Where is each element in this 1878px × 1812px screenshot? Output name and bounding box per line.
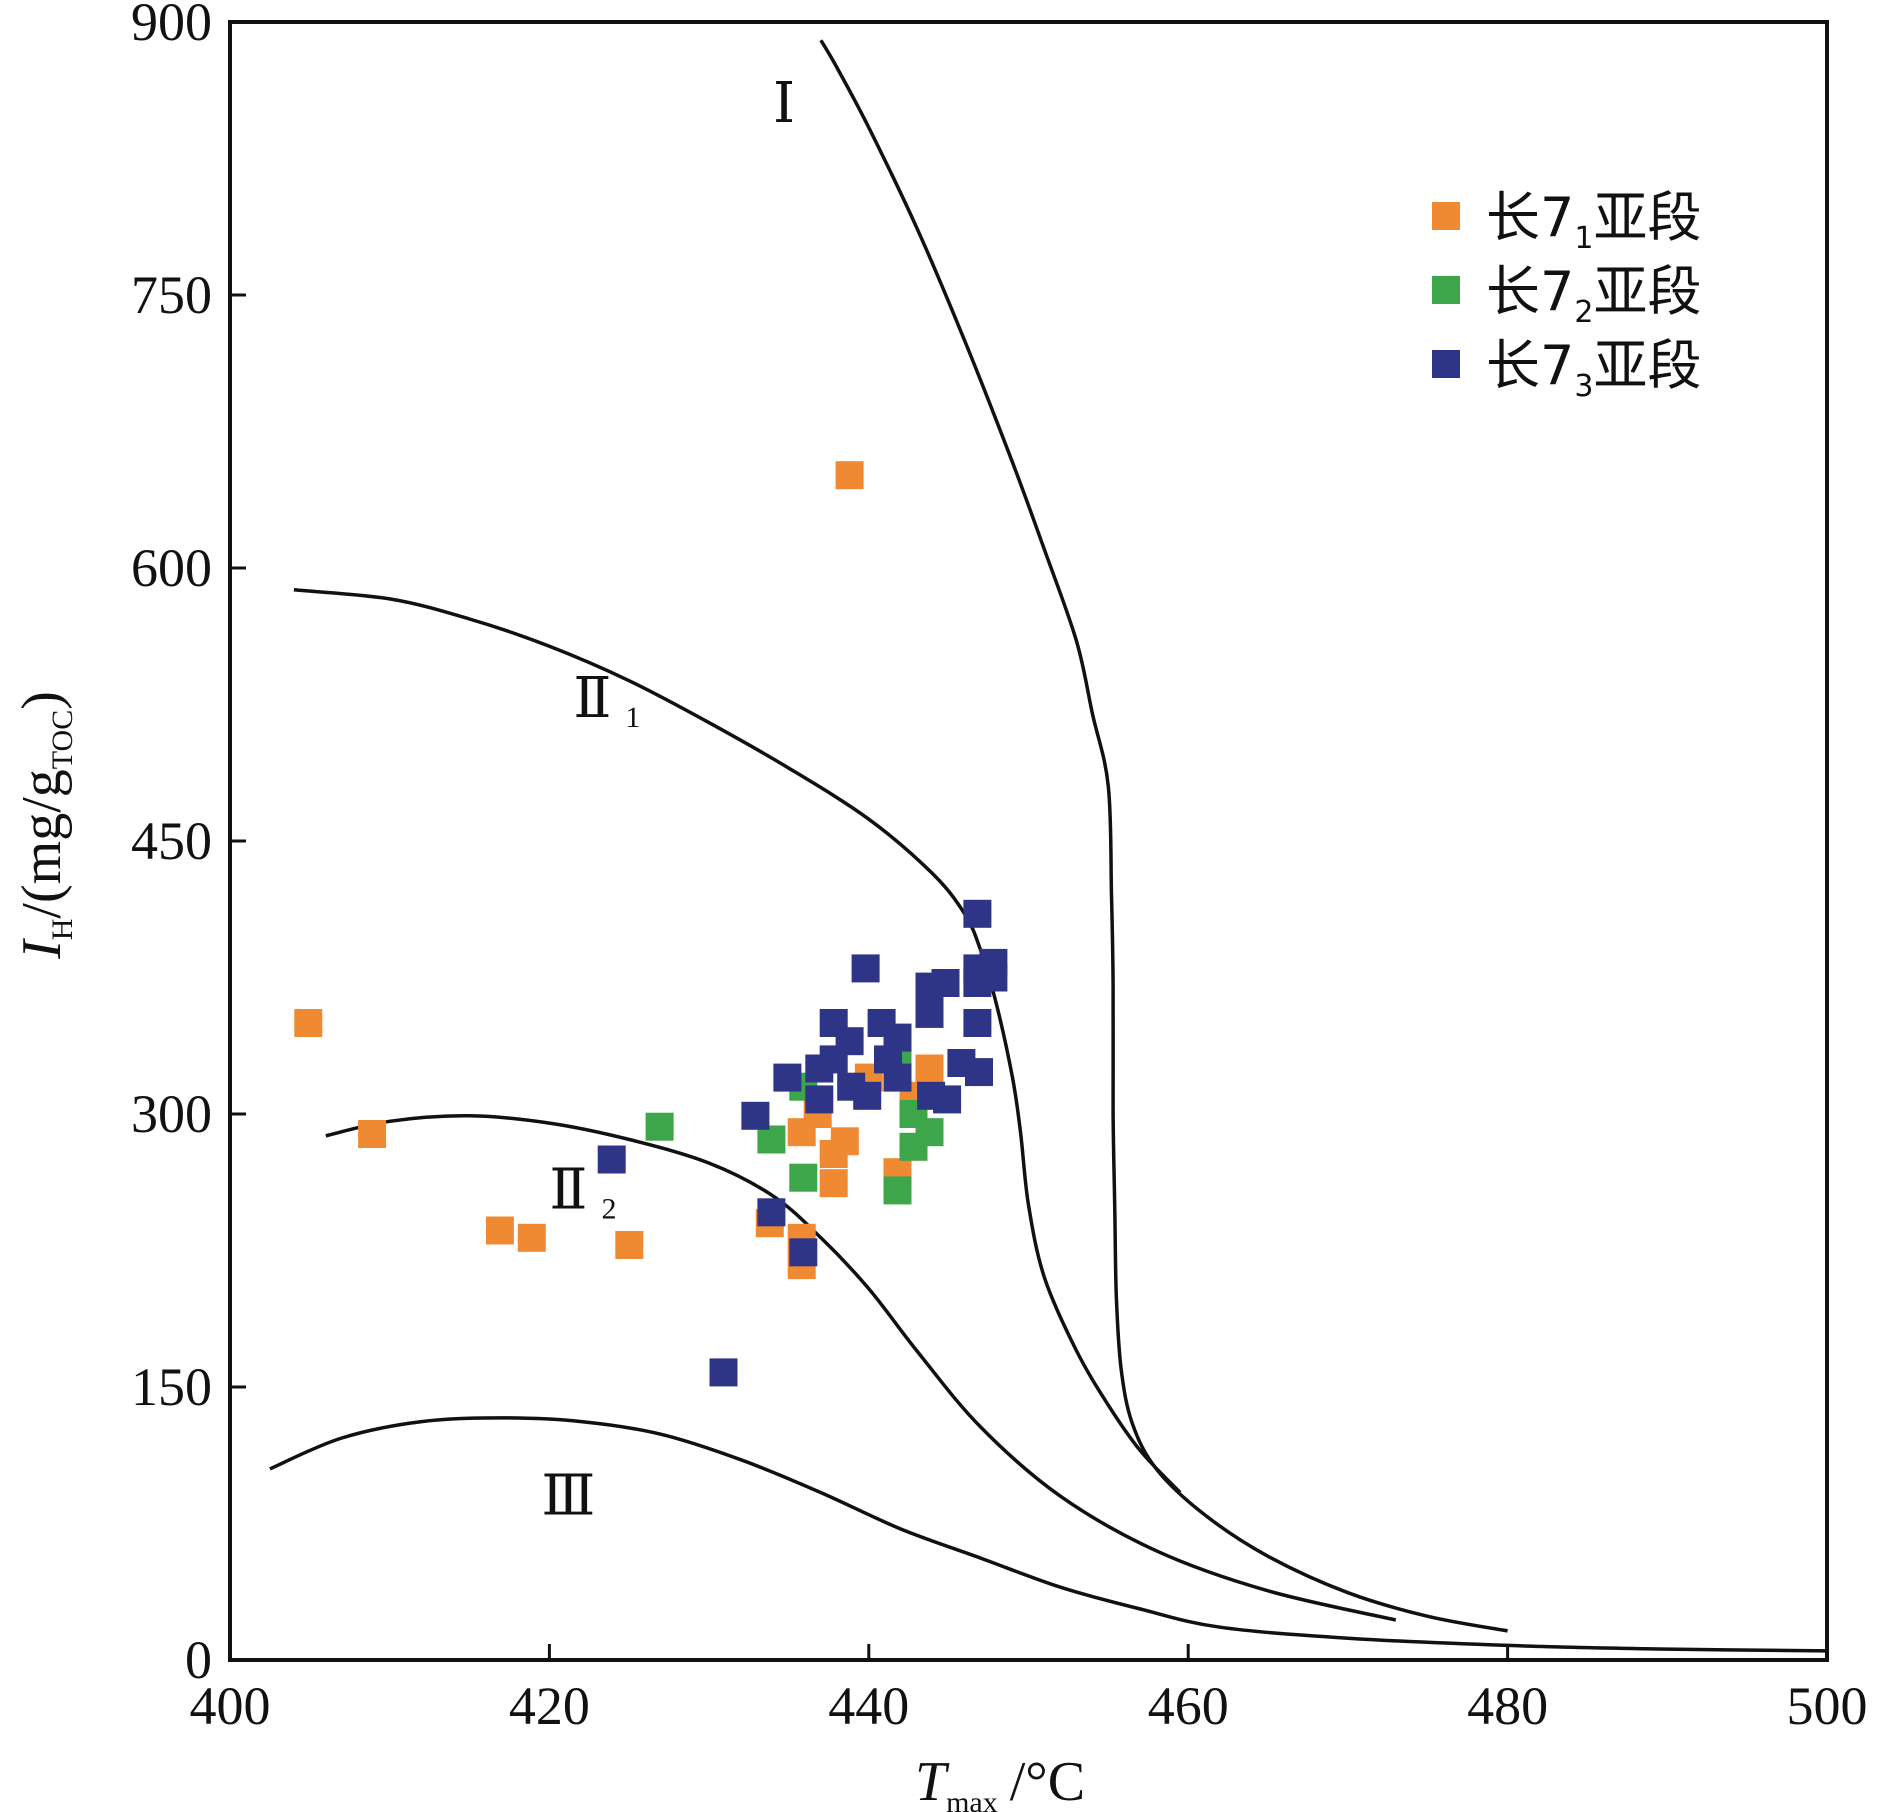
data-point-series-1 [830, 1127, 859, 1156]
x-tick-label: 480 [1467, 1676, 1548, 1736]
data-point-series-1 [294, 1009, 323, 1037]
x-tick-label: 420 [509, 1676, 590, 1736]
data-point-series-2 [915, 1118, 944, 1147]
data-point-series-3 [597, 1145, 626, 1174]
data-point-series-1 [615, 1231, 644, 1259]
data-point-series-3 [979, 963, 1008, 992]
y-tick-label: 750 [131, 265, 212, 325]
y-axis-title-sub: H [46, 919, 79, 941]
region-labels: Ⅰ Ⅱ 1 Ⅱ 2 Ⅲ [541, 73, 795, 1527]
data-point-series-3 [853, 1081, 882, 1110]
data-point-series-3 [963, 899, 992, 928]
y-axis-title-main: I [11, 938, 73, 960]
curve-iii [269, 1416, 1828, 1653]
data-point-series-2 [789, 1163, 818, 1192]
y-tick-label: 0 [185, 1630, 212, 1690]
legend-label: 长72亚段 [1486, 260, 1701, 330]
data-point-series-3 [915, 999, 944, 1028]
x-tick-label: 440 [828, 1676, 909, 1736]
data-point-series-2 [645, 1112, 674, 1141]
y-axis-title-unit-prefix: /(mg/g [11, 769, 73, 918]
legend-label: 长71亚段 [1486, 186, 1701, 256]
x-tick-label: 500 [1787, 1676, 1868, 1736]
legend-label: 长73亚段 [1486, 334, 1701, 404]
y-axis-title-unit-suffix: ) [11, 691, 73, 710]
data-point-series-2 [757, 1125, 786, 1154]
type-boundary-curves [269, 39, 1828, 1653]
y-tick-label: 450 [131, 811, 212, 871]
plot-frame [228, 20, 1829, 1662]
data-point-series-3 [757, 1198, 786, 1227]
data-point-series-3 [883, 1063, 912, 1092]
data-point-series-1 [835, 461, 864, 490]
data-points [294, 461, 1008, 1387]
axis-ticks: 400 420 440 460 480 500 0 150 300 450 600 750 900 [131, 0, 1868, 1736]
x-axis-title: Tmax /°C [915, 1751, 1085, 1812]
x-axis-title-sub: max [946, 1786, 998, 1812]
data-point-series-1 [915, 1054, 944, 1083]
y-tick-label: 600 [131, 538, 212, 598]
curve-ii2 [325, 1114, 1397, 1622]
data-point-series-3 [963, 1009, 992, 1037]
legend-marker [1432, 202, 1460, 230]
y-tick-label: 300 [131, 1084, 212, 1144]
legend-marker [1432, 276, 1460, 304]
curve-ii1 [293, 588, 1182, 1494]
data-point-series-3 [965, 1058, 993, 1087]
y-axis-title: IH/(mg/gTOC) [11, 691, 79, 960]
x-tick-label: 400 [190, 1676, 271, 1736]
data-point-series-3 [773, 1063, 802, 1092]
y-tick-label: 900 [131, 0, 212, 52]
x-axis-title-unit: /°C [1010, 1751, 1085, 1812]
data-point-series-1 [819, 1169, 848, 1198]
region-label-1: Ⅰ [773, 73, 795, 135]
x-tick-label: 460 [1148, 1676, 1229, 1736]
data-point-series-1 [358, 1120, 387, 1148]
data-point-series-3 [805, 1085, 834, 1114]
curve-i [819, 39, 1508, 1633]
y-tick-label: 150 [131, 1357, 212, 1417]
data-point-series-3 [709, 1358, 738, 1387]
data-point-series-1 [517, 1223, 546, 1252]
data-point-series-2 [883, 1176, 912, 1205]
data-point-series-3 [835, 1027, 864, 1056]
x-axis-title-main: T [915, 1751, 950, 1812]
data-point-series-3 [933, 1085, 962, 1114]
data-point-series-3 [883, 1023, 912, 1052]
legend-marker [1432, 350, 1460, 378]
y-axis-title-unit-sub: TOC [46, 710, 79, 769]
data-point-series-3 [741, 1101, 770, 1130]
region-label-4: Ⅲ [541, 1465, 595, 1527]
data-point-series-1 [485, 1216, 514, 1245]
data-point-series-3 [789, 1238, 818, 1267]
data-point-series-3 [931, 969, 960, 997]
data-point-series-3 [851, 954, 880, 983]
